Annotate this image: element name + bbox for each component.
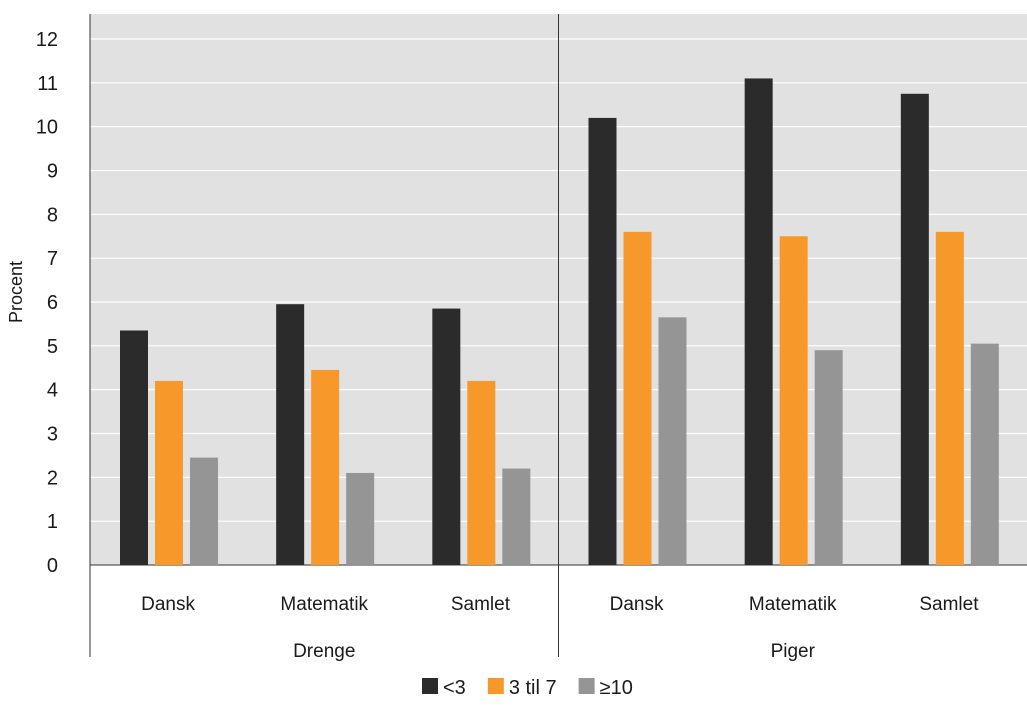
legend-label: 3 til 7 — [509, 677, 557, 699]
x-category-label: Matematik — [749, 594, 837, 615]
y-tick-label: 0 — [47, 555, 58, 577]
y-tick-label: 3 — [47, 424, 58, 446]
legend-swatch — [487, 678, 504, 694]
x-category-label: Samlet — [451, 594, 511, 615]
x-category-label: Matematik — [280, 594, 368, 615]
legend-label: ≥10 — [600, 677, 633, 699]
bar — [623, 231, 652, 565]
bar — [970, 343, 999, 565]
x-category-label: Dansk — [141, 594, 195, 615]
bar — [744, 78, 773, 565]
y-tick-label: 2 — [47, 467, 58, 489]
bar — [120, 330, 148, 565]
y-tick-label: 1 — [47, 511, 58, 533]
bar — [779, 236, 808, 565]
legend-swatch — [422, 678, 438, 694]
bar — [935, 231, 964, 565]
bar — [311, 369, 340, 565]
y-tick-label: 12 — [36, 29, 58, 51]
y-tick-label: 4 — [47, 380, 58, 402]
y-tick-label: 10 — [36, 117, 58, 139]
bar — [900, 93, 929, 566]
bar — [432, 308, 461, 565]
x-group-label: Drenge — [293, 641, 355, 662]
bar — [588, 117, 617, 566]
legend-swatch — [578, 678, 595, 694]
y-tick-label: 6 — [47, 292, 58, 314]
bar — [814, 350, 843, 565]
y-tick-label: 11 — [37, 73, 58, 95]
bar — [658, 317, 687, 565]
y-tick-label: 7 — [47, 248, 58, 270]
x-group-label: Piger — [771, 641, 816, 662]
x-category-label: Samlet — [919, 594, 979, 615]
bar — [346, 472, 375, 565]
y-tick-label: 9 — [47, 161, 58, 183]
x-category-label: Dansk — [610, 594, 664, 615]
bar — [502, 468, 531, 565]
y-axis-label: Procent — [6, 261, 26, 323]
bar — [155, 380, 183, 565]
bar — [467, 380, 496, 565]
legend-label: <3 — [443, 677, 466, 699]
bar — [190, 457, 218, 565]
y-tick-label: 5 — [47, 336, 58, 358]
bar — [276, 304, 305, 565]
y-tick-label: 8 — [47, 204, 58, 226]
